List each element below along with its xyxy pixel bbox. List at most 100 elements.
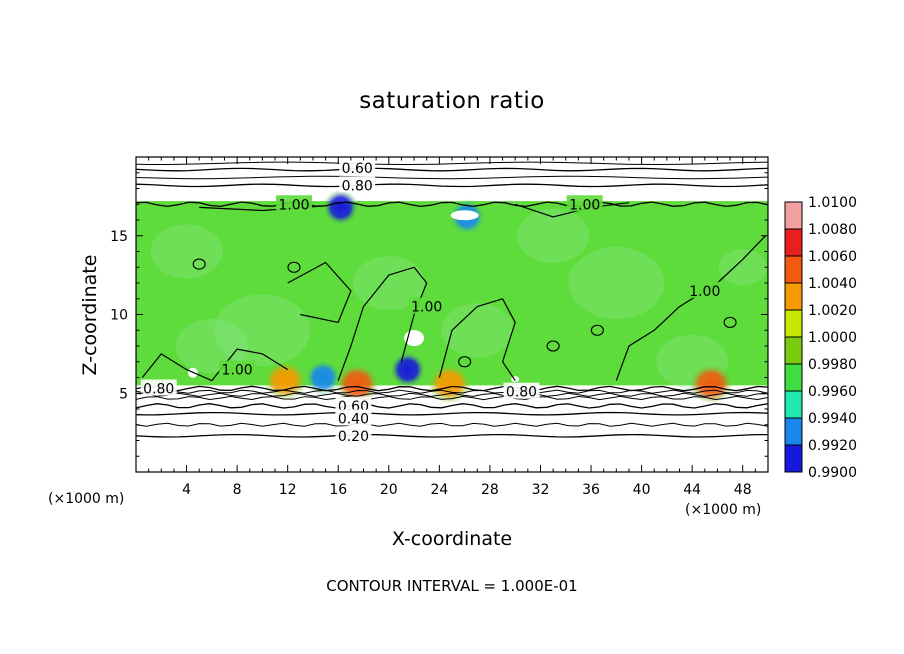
contour-interval-note: CONTOUR INTERVAL = 1.000E-01	[326, 577, 578, 595]
contour-line	[136, 403, 768, 409]
x-unit-label-right: (×1000 m)	[685, 502, 762, 518]
colorbar-label: 0.9960	[808, 384, 857, 400]
contour-label: 0.80	[506, 385, 537, 401]
contour-line	[136, 385, 768, 392]
contour-label: 1.00	[222, 363, 253, 379]
contour-loop	[515, 202, 630, 218]
contour-label-bg	[276, 195, 312, 212]
field-mottle	[175, 319, 248, 373]
colorbar-swatch	[785, 445, 802, 472]
contour-cell	[546, 340, 560, 352]
field-mottle	[517, 208, 590, 263]
contour-cell	[192, 258, 206, 270]
contour-line	[136, 201, 768, 208]
colorbar-label: 1.0040	[808, 276, 857, 292]
x-unit-label-left: (×1000 m)	[48, 491, 125, 507]
colorbar-label: 0.9900	[808, 465, 857, 481]
contour-label: 1.00	[278, 197, 309, 213]
contour-label-bg	[140, 379, 177, 396]
field-mottle	[150, 224, 223, 279]
x-tick-label: 8	[233, 482, 242, 498]
colorbar-label: 1.0000	[808, 330, 857, 346]
contour-label: 1.00	[569, 197, 600, 213]
contour-line-minor	[136, 389, 768, 394]
colorbar-label: 1.0100	[808, 195, 857, 211]
colorbar-swatch	[785, 364, 802, 391]
y-tick-label: 15	[110, 229, 128, 245]
contour-loop	[438, 298, 516, 381]
colorbar-swatch	[785, 202, 802, 229]
y-tick-label: 10	[110, 308, 128, 324]
plot-area: 0.600.801.00 1.001.001.001.000.80 0.800.60…	[110, 156, 857, 498]
x-tick-label: 44	[683, 482, 701, 498]
contour-loop	[615, 235, 766, 381]
y-axis-label: Z-coordinate	[79, 254, 101, 376]
x-tick-label: 28	[481, 482, 499, 498]
contour-line	[136, 411, 768, 416]
cold-anomaly	[305, 359, 342, 396]
contour-label: 0.60	[342, 161, 373, 177]
x-tick-label: 40	[633, 482, 651, 498]
chart-title: saturation ratio	[359, 88, 545, 114]
field-mottle	[441, 303, 514, 358]
contour-line	[136, 433, 768, 438]
contour-label: 1.00	[411, 300, 442, 316]
contour-line-minor	[136, 422, 768, 427]
contour-cell	[590, 324, 604, 336]
contour-cell	[458, 356, 472, 368]
missing-data-patch	[450, 210, 479, 221]
contour-line-minor	[136, 175, 768, 180]
x-axis-label: X-coordinate	[391, 528, 513, 550]
field-mottle	[568, 247, 665, 319]
contour-label: 0.80	[342, 178, 373, 194]
contour-loop	[287, 261, 352, 323]
contour-loop	[141, 348, 289, 382]
contour-cell	[287, 261, 301, 273]
warm-anomaly	[427, 363, 472, 404]
contour-line-minor	[136, 161, 768, 166]
x-tick-label: 20	[380, 482, 398, 498]
field-mottle	[214, 294, 311, 367]
x-tick-label: 36	[582, 482, 600, 498]
contour-label: 1.00	[689, 284, 720, 300]
contour-label-bg	[335, 426, 372, 443]
plot-content: 0.600.801.00 1.001.001.001.000.80 0.800.60…	[136, 159, 768, 445]
contour-label-bg	[408, 297, 445, 314]
contour-label: 0.40	[338, 411, 369, 427]
x-tick-label: 12	[279, 482, 297, 498]
contour-line-minor	[136, 392, 768, 397]
warm-anomaly	[263, 360, 308, 401]
contour-label-bg	[339, 159, 376, 176]
contour-label-bg	[566, 195, 603, 212]
colorbar-label: 1.0020	[808, 303, 857, 319]
x-tick-label: 24	[430, 482, 448, 498]
colorbar-label: 0.9980	[808, 357, 857, 373]
saturation-field	[136, 201, 768, 386]
field-mottle	[718, 249, 767, 286]
x-tick-label: 4	[182, 482, 191, 498]
contour-line	[136, 167, 768, 172]
contour-label: 0.20	[338, 429, 369, 445]
contour-label: 0.80	[143, 382, 174, 398]
missing-data-patch	[404, 330, 425, 347]
colorbar-label: 1.0060	[808, 249, 857, 265]
contour-label-bg	[339, 176, 376, 193]
colorbar-swatch	[785, 229, 802, 256]
colorbar-label: 0.9920	[808, 438, 857, 454]
x-tick-label: 48	[734, 482, 752, 498]
y-tick-label: 5	[119, 386, 128, 402]
colorbar-swatch	[785, 310, 802, 337]
contour-label-bg	[686, 281, 723, 298]
contour-label-bg	[219, 360, 256, 377]
cold-anomaly	[322, 189, 359, 226]
x-tick-label: 32	[532, 482, 550, 498]
colorbar-swatch	[785, 418, 802, 445]
contour-label-bg	[503, 382, 540, 399]
colorbar-swatch	[785, 337, 802, 364]
contour-line	[136, 183, 768, 188]
colorbar-swatch	[785, 391, 802, 418]
colorbar-swatch	[785, 283, 802, 310]
colorbar-label: 1.0080	[808, 222, 857, 238]
colorbar-swatch	[785, 256, 802, 283]
